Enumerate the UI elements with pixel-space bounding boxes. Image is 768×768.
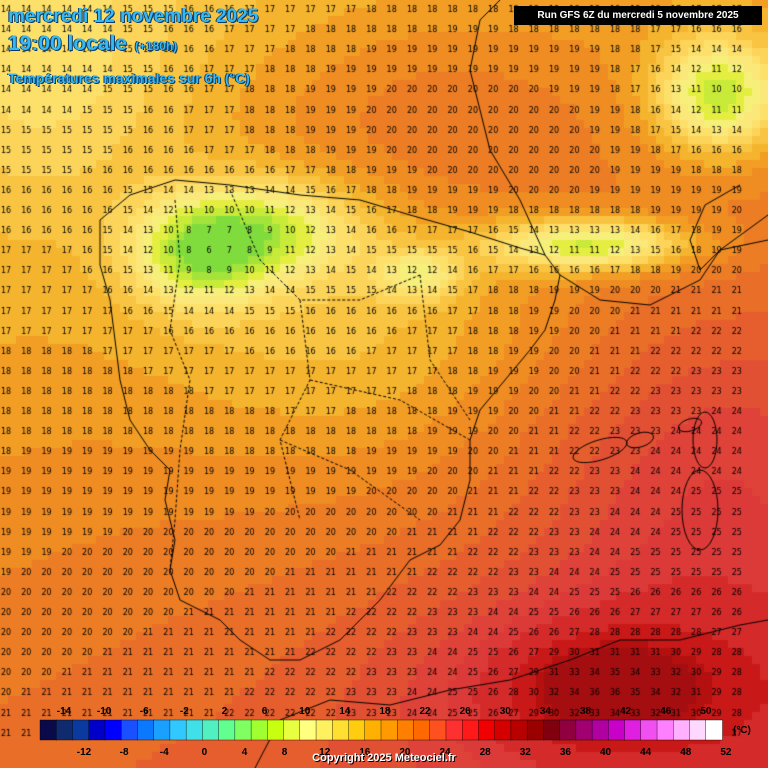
legend-swatch [461, 719, 480, 741]
legend-tick-bottom: 8 [282, 747, 288, 758]
legend-swatch [72, 719, 90, 741]
legend-swatch [559, 719, 577, 741]
legend-tick-bottom: 20 [399, 747, 411, 758]
legend-swatch [39, 719, 57, 741]
legend-tick-bottom: 28 [480, 747, 492, 758]
legend-tick-top: 10 [299, 706, 311, 717]
legend-swatch [445, 719, 463, 741]
legend-tick-top: -6 [140, 706, 149, 717]
legend-swatch [348, 719, 366, 741]
legend-swatch [526, 719, 545, 741]
legend-swatch [218, 719, 236, 741]
legend-swatch [494, 719, 512, 741]
legend-swatch [510, 719, 528, 741]
legend-swatch [478, 719, 496, 741]
legend-tick-top: 26 [460, 706, 472, 717]
product-subtitle: Températures maximales sur 6h (°C) [8, 70, 250, 86]
legend-swatch [169, 719, 187, 741]
legend-swatch [137, 719, 155, 741]
legend-tick-top: 6 [262, 706, 268, 717]
legend-swatch [543, 719, 561, 741]
copyright-text: Copyright 2025 Meteociel.fr [312, 752, 456, 764]
legend-swatch [185, 719, 204, 741]
legend-tick-bottom: 16 [359, 747, 371, 758]
legend-swatch [56, 719, 74, 741]
legend-tick-bottom: 32 [520, 747, 532, 758]
legend-swatch [104, 719, 122, 741]
legend-tick-top: 30 [500, 706, 512, 717]
legend-swatch [380, 719, 398, 741]
legend-swatch [250, 719, 269, 741]
legend-tick-bottom: 36 [560, 747, 572, 758]
legend-swatch [364, 719, 382, 741]
forecast-date-title: mercredi 12 novembre 2025 [8, 6, 259, 27]
legend-tick-bottom: 48 [680, 747, 692, 758]
legend-swatch [202, 719, 220, 741]
legend-swatch [624, 719, 642, 741]
legend-unit: (°C) [733, 725, 751, 736]
legend-swatch [413, 719, 431, 741]
legend-swatch [640, 719, 658, 741]
legend-tick-top: -2 [180, 706, 189, 717]
legend-tick-top: -14 [57, 706, 72, 717]
legend-tick-top: 46 [660, 706, 672, 717]
legend-tick-top: 50 [700, 706, 712, 717]
legend-swatch [608, 719, 626, 741]
legend-tick-top: -10 [97, 706, 112, 717]
local-time-label: 19:00 locale [8, 32, 128, 55]
forecast-time-title: 19:00 locale (+180h) [8, 32, 177, 56]
legend-tick-bottom: 40 [600, 747, 612, 758]
legend-swatch [315, 719, 333, 741]
legend-swatch [575, 719, 593, 741]
legend-swatch [656, 719, 674, 741]
legend-swatch [705, 719, 723, 741]
legend-tick-bottom: 4 [242, 747, 248, 758]
legend-tick-top: 22 [419, 706, 431, 717]
legend-swatch [120, 719, 139, 741]
legend-tick-top: 38 [580, 706, 592, 717]
legend-swatch [591, 719, 610, 741]
legend-tick-bottom: -12 [77, 747, 92, 758]
legend-tick-top: 18 [379, 706, 391, 717]
legend-swatch [234, 719, 252, 741]
legend-tick-bottom: 12 [319, 747, 331, 758]
legend-swatch [429, 719, 447, 741]
legend-swatch [88, 719, 106, 741]
legend-swatch [267, 719, 285, 741]
legend-tick-top: 14 [339, 706, 351, 717]
legend-tick-bottom: 44 [640, 747, 652, 758]
legend-tick-bottom: 24 [439, 747, 451, 758]
legend-tick-bottom: 52 [720, 747, 732, 758]
legend-swatch [397, 719, 415, 741]
legend-tick-bottom: 0 [202, 747, 208, 758]
lead-time-label: (+180h) [134, 39, 178, 53]
legend-tick-top: 34 [540, 706, 552, 717]
legend-swatch [283, 719, 301, 741]
legend-tick-bottom: -4 [160, 747, 169, 758]
legend-tick-top: 2 [222, 706, 228, 717]
legend-swatch [299, 719, 317, 741]
legend-tick-top: 42 [620, 706, 632, 717]
legend-swatch [332, 719, 350, 741]
model-run-label: Run GFS 6Z du mercredi 5 novembre 2025 [514, 6, 762, 25]
legend-swatch [689, 719, 707, 741]
legend-swatch [673, 719, 691, 741]
legend-swatch [153, 719, 171, 741]
legend-tick-bottom: -8 [120, 747, 129, 758]
